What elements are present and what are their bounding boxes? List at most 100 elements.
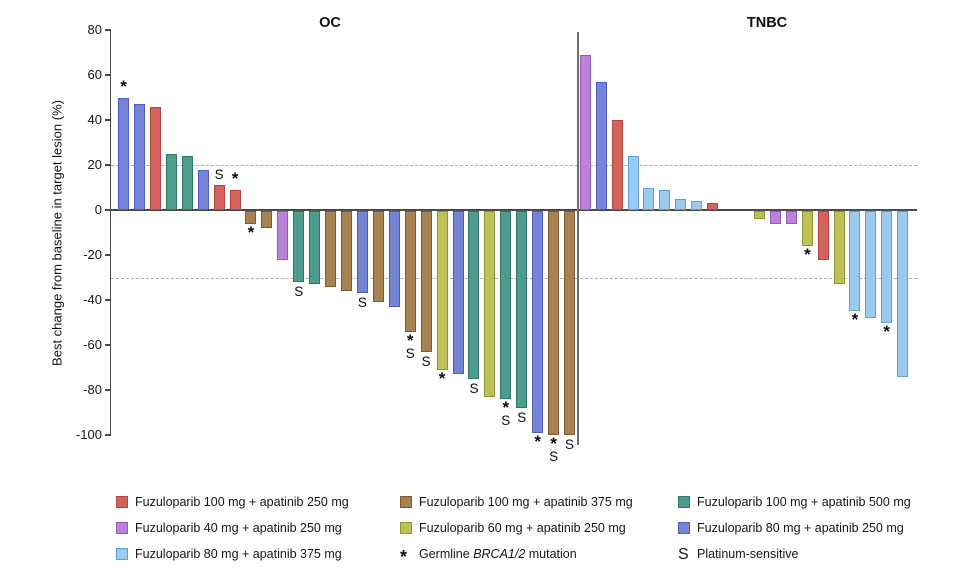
bar-oc-6 xyxy=(197,169,209,210)
platinum-sensitive-s: S xyxy=(405,345,415,361)
y-tick-label: 60 xyxy=(87,67,102,82)
bar-oc-15 xyxy=(341,211,353,291)
legend-label-lb: Fuzuloparib 80 mg + apatinib 375 mg xyxy=(135,547,342,561)
bar-oc-13 xyxy=(309,211,321,285)
legend-label-pu: Fuzuloparib 40 mg + apatinib 250 mg xyxy=(135,521,342,535)
platinum-sensitive-s: S xyxy=(469,380,479,396)
legend-label-bv: Fuzuloparib 80 mg + apatinib 250 mg xyxy=(697,521,904,535)
y-tick-mark xyxy=(105,29,111,31)
brca-mutation-asterisk: * xyxy=(550,434,557,453)
legend-item-br: Fuzuloparib 100 mg + apatinib 375 mg xyxy=(400,494,633,509)
bar-oc-26 xyxy=(516,211,528,408)
bar-oc-11 xyxy=(277,211,289,260)
bar-oc-18 xyxy=(388,211,400,307)
bar-oc-29 xyxy=(564,211,576,435)
bar-annotation: S xyxy=(415,353,437,369)
y-tick-mark xyxy=(105,344,111,346)
legend-swatch-br xyxy=(400,496,412,508)
brca-mutation-asterisk: * xyxy=(804,245,811,264)
bar-annotation: S xyxy=(463,380,485,396)
platinum-sensitive-s: S xyxy=(565,437,575,452)
bar-tnbc-16 xyxy=(817,211,829,260)
bar-tnbc-18 xyxy=(849,211,861,312)
threshold-line--30 xyxy=(111,277,917,279)
bar-oc-28 xyxy=(548,211,560,435)
y-tick-label: -40 xyxy=(83,292,102,307)
bar-annotation: * S xyxy=(399,330,421,361)
y-axis-label: Best change from baseline in target lesi… xyxy=(49,100,65,366)
y-tick-mark xyxy=(105,119,111,121)
bar-tnbc-14 xyxy=(786,211,798,224)
legend-label-r: Fuzuloparib 100 mg + apatinib 250 mg xyxy=(135,495,349,509)
bar-oc-7 xyxy=(213,185,225,210)
brca-mutation-asterisk: * xyxy=(534,431,541,451)
y-tick-label: -60 xyxy=(83,337,102,352)
zero-baseline xyxy=(111,209,917,211)
bar-oc-25 xyxy=(500,211,512,399)
bar-oc-21 xyxy=(436,211,448,370)
y-tick-label: -80 xyxy=(83,382,102,397)
y-tick-mark xyxy=(105,299,111,301)
bar-oc-19 xyxy=(404,211,416,332)
brca-mutation-asterisk: * xyxy=(120,76,127,96)
bar-tnbc-12 xyxy=(754,211,766,219)
s-symbol: S xyxy=(678,546,689,563)
bar-tnbc-15 xyxy=(801,211,813,246)
bar-oc-2 xyxy=(133,104,145,210)
y-tick-mark xyxy=(105,434,111,436)
brca-mutation-asterisk: * xyxy=(883,321,890,341)
legend-item-pu: Fuzuloparib 40 mg + apatinib 250 mg xyxy=(116,520,342,535)
bar-tnbc-3 xyxy=(611,120,623,210)
bar-annotation: * S xyxy=(543,434,565,464)
bar-oc-20 xyxy=(420,211,432,352)
platinum-sensitive-s: S xyxy=(517,410,527,425)
brca-mutation-asterisk: * xyxy=(406,330,414,350)
bar-tnbc-6 xyxy=(659,189,671,210)
bar-annotation: S xyxy=(208,167,230,183)
bar-tnbc-4 xyxy=(627,156,639,210)
legend-item-yg: Fuzuloparib 60 mg + apatinib 250 mg xyxy=(400,520,626,535)
bar-annotation: S xyxy=(511,410,533,425)
legend-label-t: Fuzuloparib 100 mg + apatinib 500 mg xyxy=(697,495,911,509)
bar-oc-1 xyxy=(118,97,129,210)
y-tick-label: -100 xyxy=(75,427,102,442)
y-tick-label: 80 xyxy=(87,22,102,37)
brca-mutation-asterisk: * xyxy=(247,222,255,242)
y-axis-line xyxy=(109,30,111,435)
bar-oc-14 xyxy=(325,211,337,287)
y-tick-mark xyxy=(105,209,111,211)
bar-oc-17 xyxy=(372,211,384,303)
brca-mutation-asterisk: * xyxy=(438,368,446,388)
legend-swatch-t xyxy=(678,496,690,508)
legend-symbol-label: Platinum-sensitive xyxy=(697,547,799,561)
legend-item-symbol-s: S Platinum-sensitive xyxy=(678,546,799,563)
legend-swatch-lb xyxy=(116,548,128,560)
bar-annotation: * xyxy=(796,245,818,264)
bar-oc-22 xyxy=(452,211,464,375)
legend-item-bv: Fuzuloparib 80 mg + apatinib 250 mg xyxy=(678,520,904,535)
platinum-sensitive-s: S xyxy=(421,353,431,369)
bar-tnbc-21 xyxy=(897,211,908,377)
bar-annotation: S xyxy=(559,437,581,452)
legend-item-symbol-asterisk: * Germline BRCA1/2 mutation xyxy=(400,546,577,567)
bar-annotation: * xyxy=(527,431,549,451)
bar-tnbc-9 xyxy=(706,203,718,210)
platinum-sensitive-s: S xyxy=(501,413,511,428)
threshold-line-20 xyxy=(111,165,917,166)
legend-label-br: Fuzuloparib 100 mg + apatinib 375 mg xyxy=(419,495,633,509)
bar-annotation: * xyxy=(113,76,135,96)
bar-annotation: * S xyxy=(495,399,517,428)
asterisk-symbol: * xyxy=(400,547,408,567)
bar-oc-12 xyxy=(293,211,305,282)
platinum-sensitive-s: S xyxy=(549,449,559,464)
bar-oc-8 xyxy=(229,189,241,210)
platinum-sensitive-s: S xyxy=(294,284,304,299)
bar-oc-24 xyxy=(484,211,496,397)
bar-tnbc-19 xyxy=(865,211,877,318)
legend-label-yg: Fuzuloparib 60 mg + apatinib 250 mg xyxy=(419,521,626,535)
bar-tnbc-5 xyxy=(643,187,655,210)
platinum-sensitive-s: S xyxy=(214,167,224,183)
legend-swatch-pu xyxy=(116,522,128,534)
legend-symbol-label: Germline BRCA1/2 mutation xyxy=(419,547,577,561)
